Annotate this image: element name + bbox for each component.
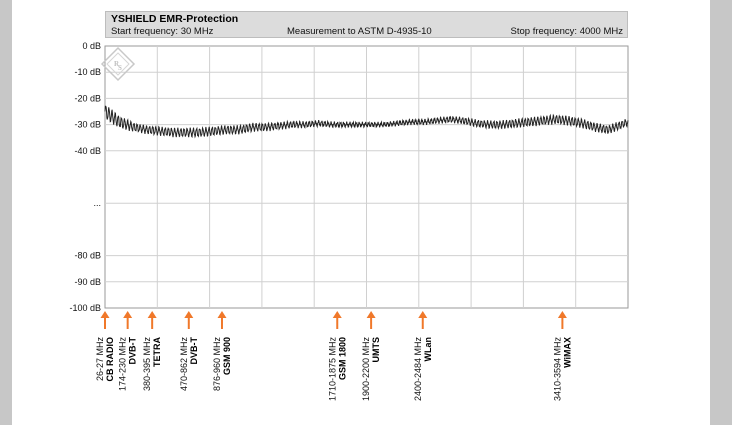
band-marker: 1900-2200 MHz UMTS — [361, 311, 381, 401]
band-service-name: DVB-T — [128, 337, 138, 365]
band-marker: 876-960 MHz GSM 900 — [212, 311, 232, 391]
y-axis-tick-labels: 0 dB -10 dB -20 dB -30 dB -40 dB... -80 dB -90… — [69, 41, 101, 313]
chart-title: YSHIELD EMR-Protection — [111, 13, 239, 25]
svg-text:R: R — [114, 60, 120, 68]
vertical-gridlines — [156, 46, 577, 308]
left-gray-band — [0, 0, 12, 425]
y-tick-label: -40 dB — [74, 146, 101, 156]
band-arrow-head — [147, 311, 157, 318]
band-frequency-range: 380-395 MHz — [142, 337, 152, 392]
band-marker: 1710-1875 MHz GSM 1800 — [327, 311, 347, 401]
band-frequency-range: 470-862 MHz — [179, 337, 189, 392]
rohde-schwarz-logo-watermark: R S — [100, 46, 136, 82]
frequency-band-markers: 26-27 MHz CB RADIO 174-230 MHz DVB-T 380-395… — [95, 311, 572, 401]
band-frequency-range: 26-27 MHz — [95, 337, 105, 382]
band-frequency-range: 1710-1875 MHz — [327, 337, 337, 402]
band-service-name: WiMAX — [562, 337, 572, 368]
attenuation-series-line — [104, 105, 629, 139]
band-marker: 3410-3594 MHz WiMAX — [552, 311, 572, 401]
band-marker: 2400-2484 MHz WLan — [413, 311, 433, 401]
band-frequency-range: 1900-2200 MHz — [361, 337, 371, 402]
band-marker: 380-395 MHz TETRA — [142, 311, 162, 391]
band-arrow-head — [557, 311, 567, 318]
band-marker: 470-862 MHz DVB-T — [179, 311, 199, 391]
band-marker: 26-27 MHz CB RADIO — [95, 311, 115, 382]
band-marker: 174-230 MHz DVB-T — [118, 311, 138, 391]
band-frequency-range: 876-960 MHz — [212, 337, 222, 392]
band-arrow-head — [366, 311, 376, 318]
band-arrow-head — [418, 311, 428, 318]
y-tick-label: -20 dB — [74, 93, 101, 103]
y-tick-label: 0 dB — [82, 41, 101, 51]
y-tick-label: -100 dB — [69, 303, 101, 313]
stop-frequency: Stop frequency: 4000 MHz — [510, 26, 623, 37]
band-frequency-range: 2400-2484 MHz — [413, 337, 423, 402]
chart-header: YSHIELD EMR-Protection Start frequency: … — [105, 11, 628, 38]
y-tick-label: -30 dB — [74, 120, 101, 130]
band-arrow-head — [184, 311, 194, 318]
band-service-name: WLan — [423, 337, 433, 362]
y-tick-label: -80 dB — [74, 251, 101, 261]
band-frequency-range: 3410-3594 MHz — [552, 337, 562, 402]
y-tick-label: -90 dB — [74, 277, 101, 287]
attenuation-trace — [104, 105, 629, 139]
band-service-name: GSM 1800 — [337, 337, 347, 380]
band-service-name: TETRA — [152, 337, 162, 367]
svg-text:S: S — [118, 64, 122, 72]
band-arrow-head — [332, 311, 342, 318]
band-service-name: GSM 900 — [222, 337, 232, 375]
band-service-name: CB RADIO — [105, 337, 115, 382]
y-tick-label: ... — [93, 198, 101, 208]
band-arrow-head — [100, 311, 110, 318]
band-arrow-head — [123, 311, 133, 318]
band-service-name: UMTS — [371, 337, 381, 363]
band-arrow-head — [217, 311, 227, 318]
band-service-name: DVB-T — [189, 337, 199, 365]
right-gray-band — [710, 0, 732, 425]
y-tick-label: -10 dB — [74, 67, 101, 77]
measurement-standard: Measurement to ASTM D-4935-10 — [287, 26, 432, 37]
start-frequency: Start frequency: 30 MHz — [111, 26, 214, 37]
band-frequency-range: 174-230 MHz — [118, 337, 128, 392]
